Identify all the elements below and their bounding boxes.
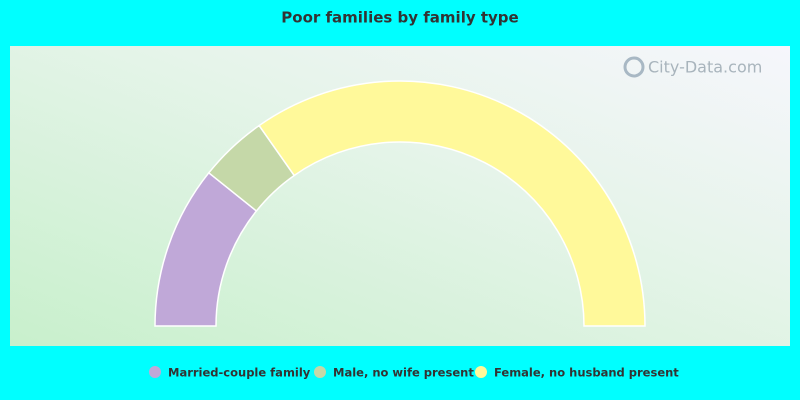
legend-swatch xyxy=(475,366,487,378)
legend-label: Married-couple family xyxy=(168,366,311,380)
watermark: City-Data.com xyxy=(648,58,762,77)
watermark-group: City-Data.com xyxy=(623,56,762,78)
legend-swatch xyxy=(314,366,326,378)
legend-swatch xyxy=(149,366,161,378)
arc-segment xyxy=(258,80,646,327)
legend: Married-couple family Male, no wife prese… xyxy=(149,366,679,380)
arcs xyxy=(154,80,646,327)
legend-label: Female, no husband present xyxy=(494,366,679,380)
chart-title: Poor families by family type xyxy=(281,9,518,27)
legend-label: Male, no wife present xyxy=(333,366,474,380)
watermark-icon xyxy=(623,56,645,78)
